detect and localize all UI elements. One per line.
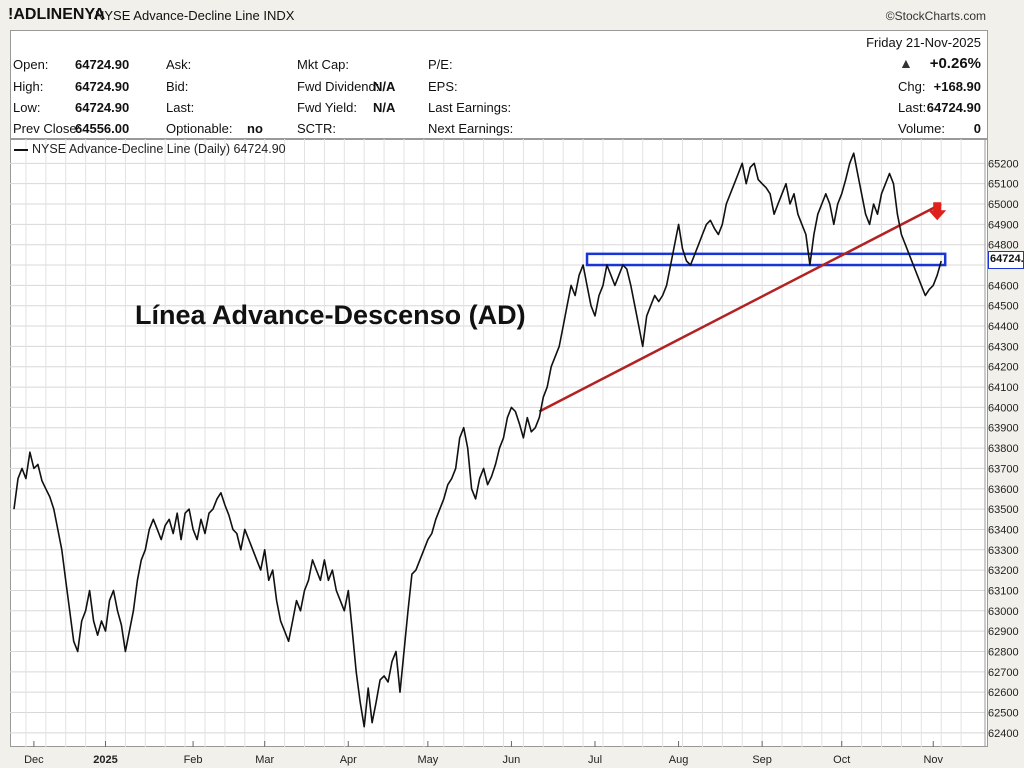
- optionable-label: Optionable:: [166, 121, 233, 136]
- y-tick-label: 65100: [988, 179, 1019, 191]
- prev-close-value: 64556.00: [75, 121, 130, 136]
- y-tick-label: 64800: [988, 240, 1019, 252]
- y-tick-label: 62600: [988, 687, 1019, 699]
- brand-logo: ©StockCharts.com: [885, 9, 986, 23]
- ad-line-chart: 62400 62500 62600 62700 62800 62900 63000 63100…: [10, 139, 1019, 766]
- x-tick-label: Sep: [752, 754, 772, 766]
- y-tick-label: 64400: [988, 321, 1019, 333]
- y-tick-label: 64300: [988, 341, 1019, 353]
- prev-close-label: Prev Close:: [13, 121, 81, 136]
- x-tick-label: Nov: [923, 754, 943, 766]
- bid-label: Bid:: [166, 79, 189, 94]
- high-value: 64724.90: [75, 79, 130, 94]
- fwd-yield-value: N/A: [373, 100, 396, 115]
- eps-label: EPS:: [428, 79, 458, 94]
- y-tick-label: 62500: [988, 707, 1019, 719]
- x-tick-label: 2025: [93, 754, 117, 766]
- mkt-cap-label: Mkt Cap:: [297, 57, 350, 72]
- title-bar: !ADLINENYA NYSE Advance-Decline Line IND…: [0, 0, 1024, 30]
- y-tick-label: 64100: [988, 382, 1019, 394]
- percent-change: +0.26%: [929, 55, 981, 72]
- chg-value: +168.90: [933, 79, 981, 94]
- x-tick-label: Feb: [184, 754, 203, 766]
- down-arrow-icon: [928, 202, 947, 221]
- support-band: [585, 252, 947, 267]
- y-tick-label: 62400: [988, 728, 1019, 740]
- open-value: 64724.90: [75, 57, 130, 72]
- fwd-yield-label: Fwd Yield:: [297, 100, 357, 115]
- chart-grid: [10, 139, 985, 747]
- up-triangle-icon: ▲: [899, 55, 913, 71]
- y-tick-label: 62900: [988, 626, 1019, 638]
- y-tick-label: 65000: [988, 199, 1019, 211]
- last-earnings-label: Last Earnings:: [428, 100, 512, 115]
- price-flag: 64724.: [988, 251, 1024, 269]
- low-label: Low:: [13, 100, 41, 115]
- y-axis: 62400 62500 62600 62700 62800 62900 63000 63100…: [984, 139, 1019, 747]
- low-value: 64724.90: [75, 100, 130, 115]
- high-label: High:: [13, 79, 44, 94]
- ask-label: Ask:: [166, 57, 192, 72]
- y-tick-label: 63400: [988, 524, 1019, 536]
- y-tick-label: 64000: [988, 402, 1019, 414]
- x-tick-label: Oct: [833, 754, 850, 766]
- y-tick-label: 63800: [988, 443, 1019, 455]
- x-tick-label: Jun: [503, 754, 521, 766]
- date-line: Friday 21-Nov-2025: [866, 35, 981, 50]
- pe-label: P/E:: [428, 57, 453, 72]
- y-tick-label: 63200: [988, 565, 1019, 577]
- sctr-label: SCTR:: [297, 121, 336, 136]
- x-tick-label: May: [417, 754, 438, 766]
- last-label: Last:: [166, 100, 195, 115]
- quote-stats-panel: Open: 64724.90 High: 64724.90 Low: 64724…: [10, 30, 988, 139]
- y-tick-label: 64900: [988, 219, 1019, 231]
- x-tick-label: Aug: [669, 754, 689, 766]
- x-tick-label: Mar: [255, 754, 274, 766]
- y-tick-label: 63500: [988, 504, 1019, 516]
- chart-legend: NYSE Advance-Decline Line (Daily) 64724.…: [14, 142, 286, 156]
- trendline: [538, 202, 942, 413]
- y-tick-label: 64600: [988, 280, 1019, 292]
- y-tick-label: 63700: [988, 463, 1019, 475]
- y-tick-label: 63600: [988, 484, 1019, 496]
- optionable-value: no: [247, 121, 263, 136]
- chart-panel: [10, 139, 988, 747]
- last-price-label: Last:: [898, 100, 927, 115]
- last-price-value: 64724.90: [926, 100, 981, 115]
- x-tick-label: Dec: [24, 754, 44, 766]
- y-tick-label: 63900: [988, 423, 1019, 435]
- fwd-dividend-value: N/A: [373, 79, 396, 94]
- y-tick-label: 63000: [988, 606, 1019, 618]
- fwd-dividend-label: Fwd Dividend:: [297, 79, 380, 94]
- open-label: Open:: [13, 57, 49, 72]
- chg-label: Chg:: [898, 79, 926, 94]
- chart-annotation: Línea Advance-Descenso (AD): [135, 300, 526, 330]
- y-tick-label: 64200: [988, 362, 1019, 374]
- y-tick-label: 65200: [988, 158, 1019, 170]
- legend-line-swatch: [14, 148, 28, 151]
- volume-value: 0: [973, 121, 981, 136]
- next-earnings-label: Next Earnings:: [428, 121, 514, 136]
- x-axis: Dec 2025 Feb Mar Apr May Jun Jul Aug Sep Oct Nov: [24, 741, 944, 766]
- x-tick-label: Apr: [340, 754, 357, 766]
- chart-marks: [13, 152, 947, 728]
- y-tick-label: 64500: [988, 301, 1019, 313]
- symbol-description: NYSE Advance-Decline Line INDX: [95, 8, 295, 23]
- x-tick-label: Jul: [588, 754, 602, 766]
- legend-label: NYSE Advance-Decline Line (Daily) 64724.…: [32, 142, 286, 156]
- ad-line-series: [13, 152, 942, 728]
- symbol: !ADLINENYA: [8, 6, 106, 23]
- y-tick-label: 63100: [988, 585, 1019, 597]
- y-tick-label: 62700: [988, 667, 1019, 679]
- volume-label: Volume:: [898, 121, 945, 136]
- y-tick-label: 62800: [988, 646, 1019, 658]
- y-tick-label: 63300: [988, 545, 1019, 557]
